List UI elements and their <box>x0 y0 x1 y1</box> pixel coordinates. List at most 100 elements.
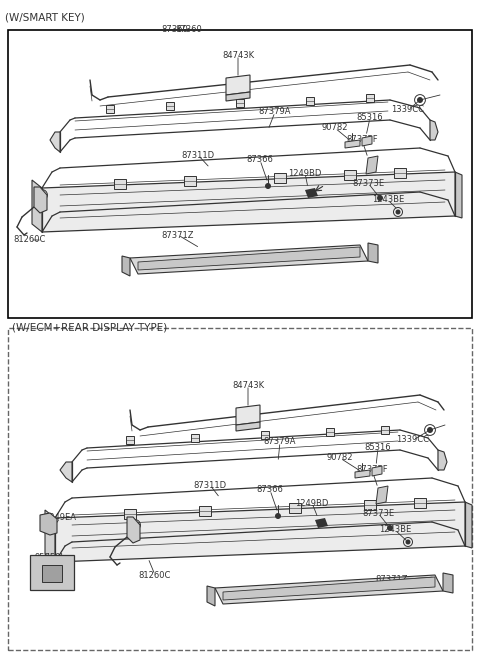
Text: 87379A: 87379A <box>264 438 296 447</box>
Text: 87371Z: 87371Z <box>162 230 194 239</box>
Bar <box>414 498 426 508</box>
Text: 87375F: 87375F <box>346 136 378 144</box>
Polygon shape <box>207 586 215 606</box>
Text: 84743K: 84743K <box>232 380 264 390</box>
Polygon shape <box>465 502 472 548</box>
Text: 81260C: 81260C <box>139 571 171 579</box>
Polygon shape <box>30 555 74 590</box>
Bar <box>8 328 472 650</box>
Text: 1243BE: 1243BE <box>379 525 411 535</box>
Bar <box>306 96 314 104</box>
Bar <box>114 178 126 189</box>
Text: 87373E: 87373E <box>352 178 384 188</box>
Bar <box>394 168 406 178</box>
Text: 85316: 85316 <box>357 113 384 123</box>
Text: 90782: 90782 <box>322 123 348 133</box>
Polygon shape <box>366 156 378 174</box>
Bar <box>124 509 136 519</box>
Bar <box>366 94 374 102</box>
Circle shape <box>39 192 45 198</box>
Circle shape <box>406 539 410 544</box>
Text: 1249BD: 1249BD <box>295 499 329 508</box>
Polygon shape <box>45 510 55 562</box>
Polygon shape <box>236 405 260 425</box>
Bar <box>289 502 301 512</box>
Circle shape <box>275 513 281 519</box>
Polygon shape <box>127 517 140 543</box>
Polygon shape <box>122 256 130 276</box>
Polygon shape <box>42 172 455 232</box>
Text: 87379A: 87379A <box>259 108 291 117</box>
Bar <box>126 436 134 444</box>
Bar <box>274 173 286 182</box>
Polygon shape <box>215 575 443 604</box>
Polygon shape <box>376 486 388 504</box>
Text: 81260C: 81260C <box>14 236 46 245</box>
Polygon shape <box>55 502 465 562</box>
Text: 1249BD: 1249BD <box>288 169 322 178</box>
Bar <box>236 100 244 108</box>
Text: 87373E: 87373E <box>362 508 394 518</box>
Text: 87360: 87360 <box>162 26 188 35</box>
Polygon shape <box>226 75 250 95</box>
Text: (W/SMART KEY): (W/SMART KEY) <box>5 12 85 22</box>
Circle shape <box>45 518 49 523</box>
Polygon shape <box>430 120 438 140</box>
Text: 90782: 90782 <box>327 453 353 462</box>
Polygon shape <box>60 462 72 482</box>
Circle shape <box>377 195 383 201</box>
Polygon shape <box>305 188 318 198</box>
Polygon shape <box>438 450 447 470</box>
Text: 87366: 87366 <box>247 155 274 165</box>
Polygon shape <box>362 136 372 146</box>
Polygon shape <box>42 565 62 582</box>
Polygon shape <box>443 573 453 593</box>
Bar <box>261 431 269 439</box>
Text: 85316: 85316 <box>365 443 391 453</box>
Polygon shape <box>40 513 57 535</box>
Circle shape <box>265 183 271 189</box>
Polygon shape <box>223 577 435 600</box>
Text: 1249EA: 1249EA <box>44 514 76 522</box>
Circle shape <box>427 427 433 433</box>
Circle shape <box>387 525 393 531</box>
Polygon shape <box>355 470 370 478</box>
Text: 87311D: 87311D <box>193 480 227 489</box>
Bar <box>364 500 376 510</box>
Polygon shape <box>50 132 60 152</box>
Text: 87375F: 87375F <box>356 466 388 474</box>
Polygon shape <box>455 172 462 218</box>
Bar <box>381 426 389 434</box>
Text: 87360: 87360 <box>175 26 202 35</box>
Polygon shape <box>130 245 368 274</box>
Text: 87366: 87366 <box>257 485 283 495</box>
Text: 84743K: 84743K <box>222 51 254 60</box>
Bar <box>166 102 174 110</box>
Bar <box>344 170 356 180</box>
Circle shape <box>396 209 400 215</box>
Bar <box>184 176 196 186</box>
Polygon shape <box>34 187 47 213</box>
Polygon shape <box>32 180 42 232</box>
Text: (W/ECM+REAR DISPLAY TYPE): (W/ECM+REAR DISPLAY TYPE) <box>12 323 167 333</box>
Polygon shape <box>372 466 382 476</box>
Polygon shape <box>236 422 260 431</box>
Bar <box>8 30 472 318</box>
Polygon shape <box>368 243 378 263</box>
Bar <box>106 104 114 113</box>
Circle shape <box>417 97 423 103</box>
Polygon shape <box>138 247 360 270</box>
Polygon shape <box>226 92 250 101</box>
Text: 1339CC: 1339CC <box>392 106 424 115</box>
Polygon shape <box>345 140 360 148</box>
Text: 1243BE: 1243BE <box>372 195 404 205</box>
Text: 95750L: 95750L <box>35 554 65 562</box>
Text: 1339CC: 1339CC <box>396 436 430 445</box>
Bar <box>326 428 334 436</box>
Polygon shape <box>315 518 328 528</box>
Circle shape <box>132 522 138 528</box>
Bar <box>199 506 211 516</box>
Text: 87311D: 87311D <box>181 150 215 159</box>
Text: 87371Z: 87371Z <box>376 575 408 584</box>
Bar <box>191 434 199 441</box>
